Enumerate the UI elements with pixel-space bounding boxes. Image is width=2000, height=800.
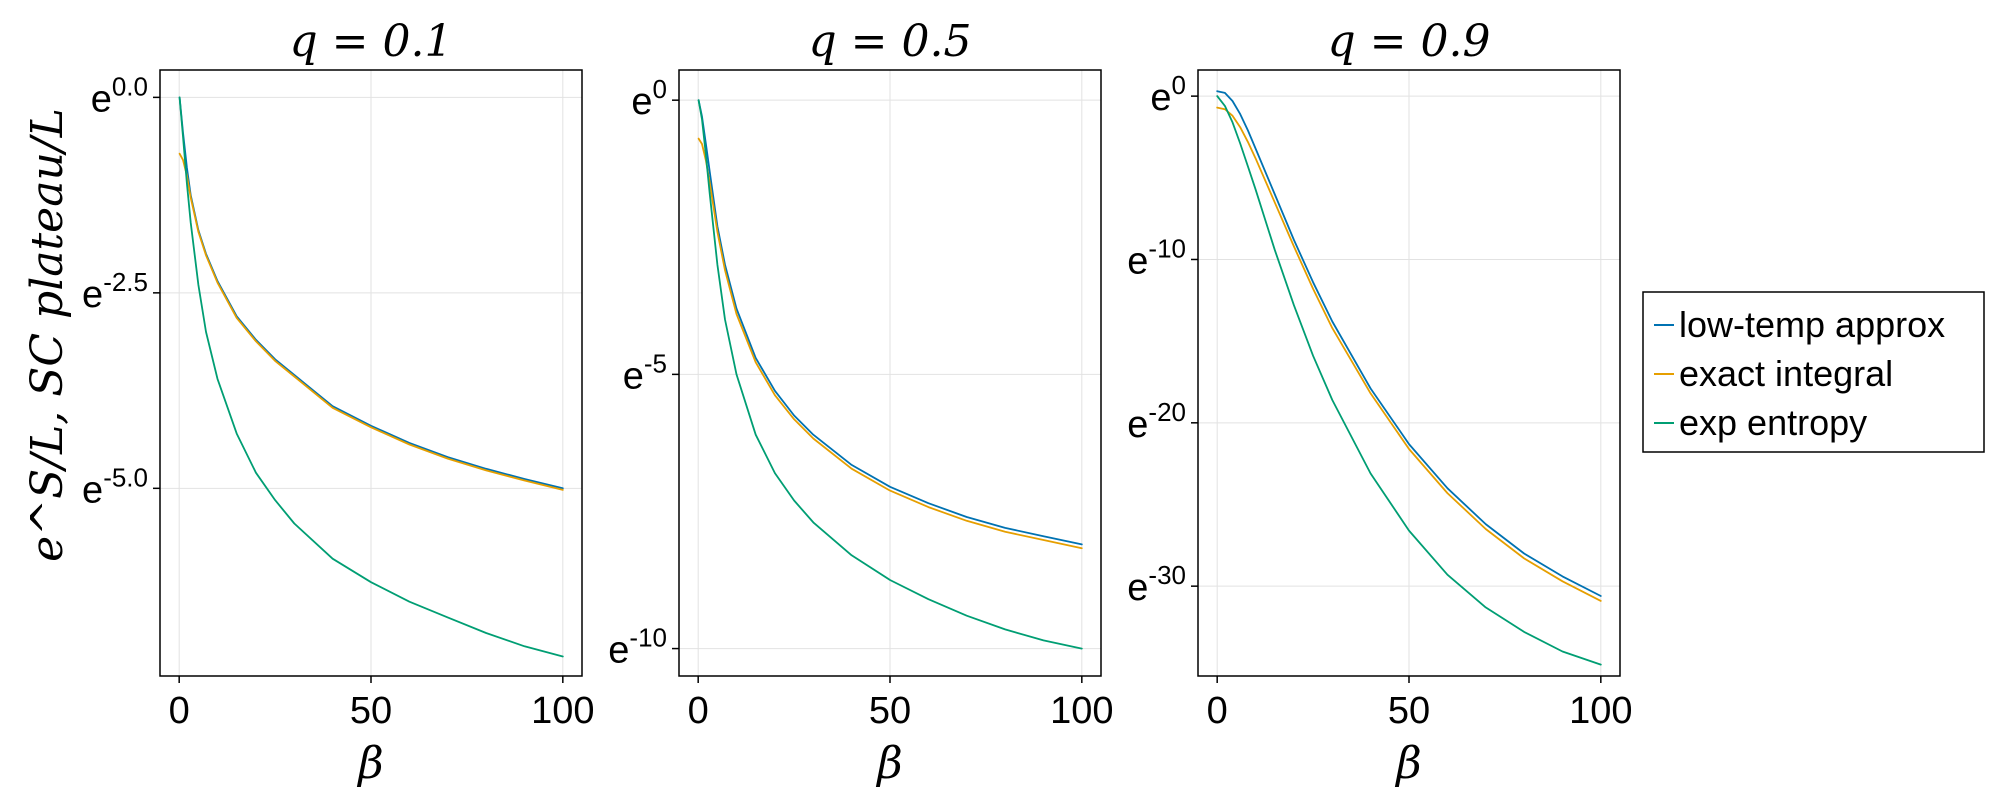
series-line-exp-entropy [697,99,1083,650]
series-line-exp-entropy [1216,95,1602,666]
y-tick-label: e0.0 [91,71,148,120]
y-tick-label: e-5.0 [82,462,148,511]
series-line-exact-integral [178,152,564,491]
y-tick-label: e-5 [623,348,667,397]
legend: low-temp approx exact integral exp entro… [1642,291,1985,453]
subplot-title: q = 0.9 [1328,16,1491,67]
x-tick-label: 100 [531,690,594,732]
legend-entry-low-temp: low-temp approx [1654,304,1945,345]
y-tick-label: e-30 [1127,560,1186,609]
subplot-title: q = 0.1 [290,16,453,67]
series-line-exact-integral [1216,106,1602,602]
subplot-title: q = 0.5 [809,16,972,67]
subplot-q-0-5: 0 50 100 e0 e-5 e-10 q = 0.5 β [608,16,1113,789]
x-tick-label: 0 [169,690,190,732]
y-tick-label: e-20 [1127,397,1186,446]
y-tick-label: e-10 [1127,233,1186,282]
y-tick-label: e-2.5 [82,267,148,316]
x-axis-label: β [1394,738,1421,789]
x-tick-label: 50 [869,690,911,732]
series-line-low-temp-approx [1216,90,1602,597]
y-tick-label: e-10 [608,623,667,672]
x-tick-label: 50 [350,690,392,732]
x-tick-label: 0 [688,690,709,732]
y-tick-label: e0 [631,74,667,123]
x-tick-label: 50 [1388,690,1430,732]
subplot-q-0-9: 0 50 100 e0 e-10 e-20 e-30 q = 0.9 β [1127,16,1632,789]
x-tick-label: 100 [1569,690,1632,732]
legend-label-exp-entropy: exp entropy [1679,402,1867,443]
legend-entry-exact-integral: exact integral [1654,353,1893,394]
legend-entry-exp-entropy: exp entropy [1654,402,1867,443]
series-line-exp-entropy [178,96,564,658]
legend-frame [1642,291,1985,453]
legend-label-exact-integral: exact integral [1679,353,1893,394]
shared-y-axis-label: e^S/L, SC plateau/L [22,108,73,562]
x-tick-label: 0 [1207,690,1228,732]
y-tick-label: e0 [1150,70,1186,119]
subplot-q-0-1: 0 50 100 e0.0 e-2.5 e-5.0 q = 0.1 β [82,16,594,789]
x-axis-label: β [875,738,902,789]
series-line-low-temp-approx [697,99,1083,546]
x-tick-label: 100 [1050,690,1113,732]
x-axis-label: β [356,738,383,789]
legend-label-low-temp: low-temp approx [1679,304,1945,345]
